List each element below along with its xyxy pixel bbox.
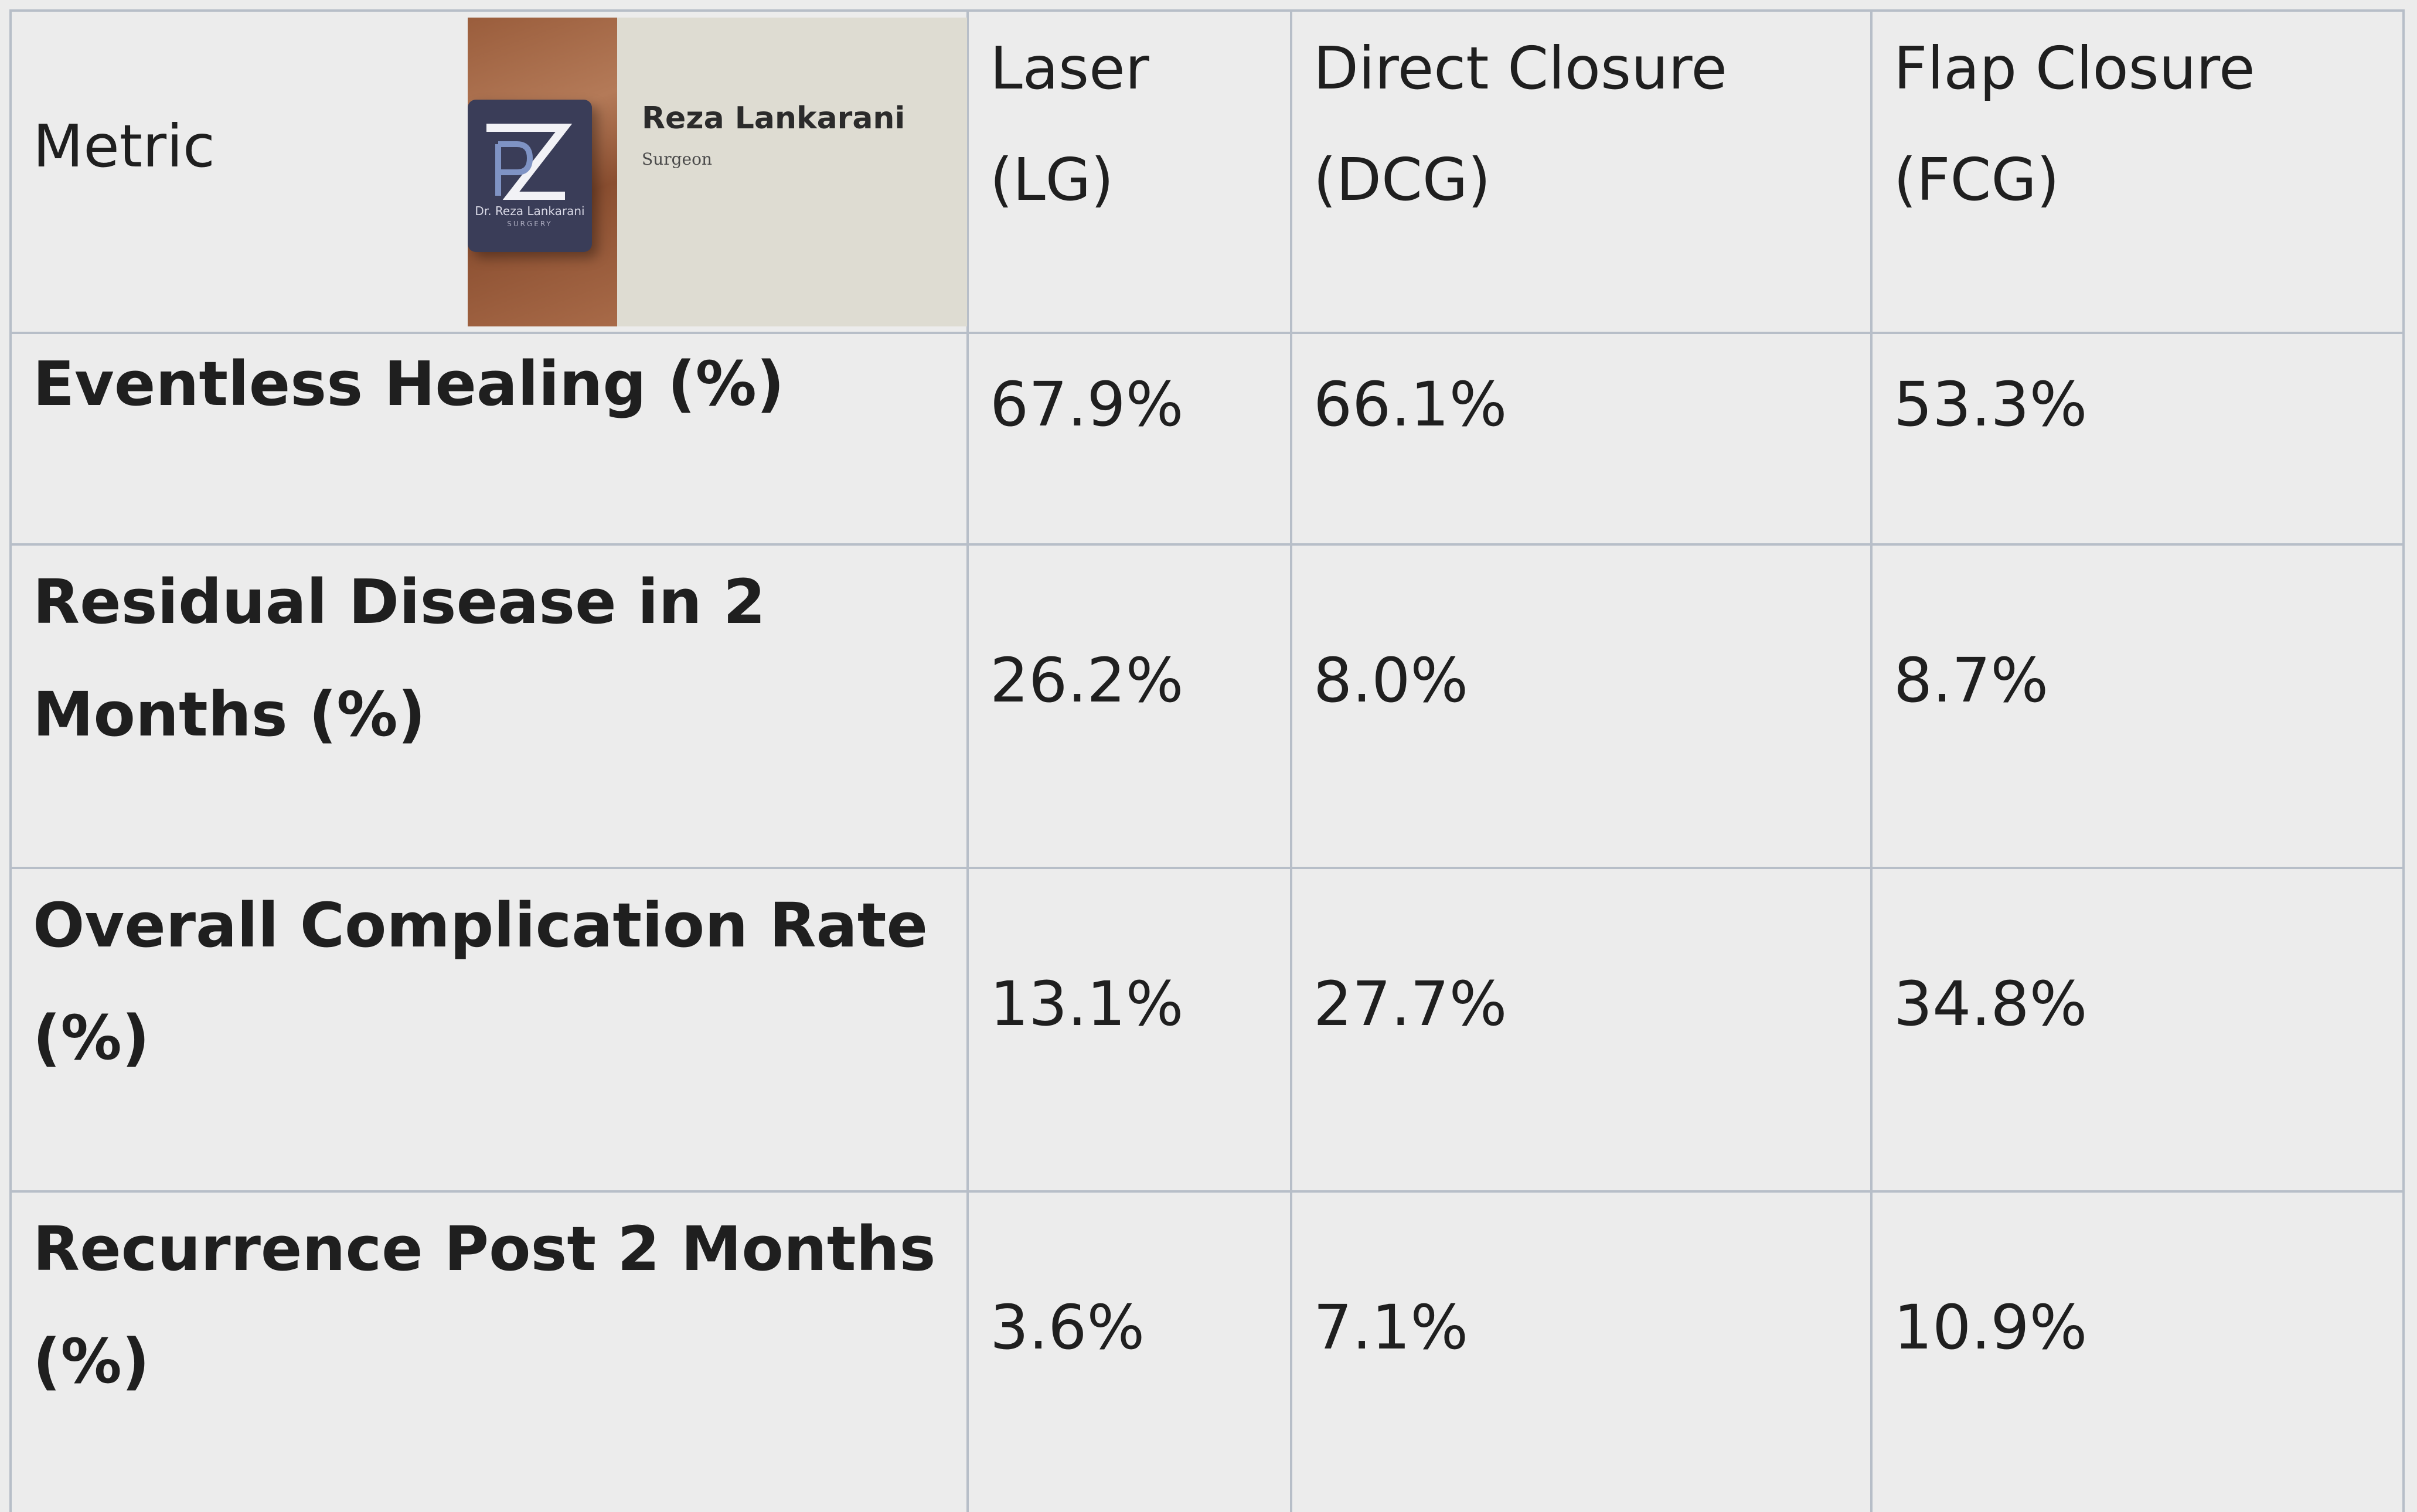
- logo-surgeon-role: Surgeon: [642, 149, 712, 169]
- logo-badge-subtext: SURGERY: [507, 220, 553, 228]
- header-flap-line1: Flap Closure: [1894, 34, 2255, 103]
- row-label-line1: Overall Complication Rate: [33, 890, 928, 961]
- value-laser: 13.1%: [990, 968, 1184, 1040]
- logo-surgeon-name: Reza Lankarani: [642, 101, 905, 136]
- value-flap: 8.7%: [1894, 645, 2049, 716]
- header-flap-line2: (FCG): [1894, 145, 2059, 214]
- row-label-line2: (%): [33, 1326, 150, 1397]
- header-laser-line2: (LG): [990, 145, 1114, 214]
- value-direct: 27.7%: [1313, 968, 1507, 1040]
- value-cell-direct: 7.1%: [1290, 1190, 1873, 1512]
- value-cell-direct: 27.7%: [1290, 867, 1873, 1193]
- table-row: Recurrence Post 2 Months (%) 3.6% 7.1% 1…: [9, 1190, 2405, 1512]
- value-cell-flap: 53.3%: [1870, 332, 2405, 546]
- header-cell-flap-closure: Flap Closure (FCG): [1870, 9, 2405, 334]
- value-cell-direct: 66.1%: [1290, 332, 1873, 546]
- value-flap: 34.8%: [1894, 968, 2088, 1040]
- value-cell-laser: 3.6%: [966, 1190, 1292, 1512]
- table-header-row: Metric Dr. Reza Lankarani SURGERY Reza L…: [9, 9, 2405, 334]
- header-cell-laser: Laser (LG): [966, 9, 1292, 334]
- value-direct: 8.0%: [1313, 645, 1469, 716]
- logo-badge-text: Dr. Reza Lankarani: [475, 204, 585, 218]
- value-cell-flap: 10.9%: [1870, 1190, 2405, 1512]
- rl-monogram-icon: [486, 124, 573, 200]
- row-label-line1: Recurrence Post 2 Months: [33, 1213, 936, 1285]
- row-label-cell: Recurrence Post 2 Months (%): [9, 1190, 969, 1512]
- row-label-cell: Overall Complication Rate (%): [9, 867, 969, 1193]
- value-cell-laser: 26.2%: [966, 543, 1292, 869]
- value-flap: 53.3%: [1894, 369, 2088, 440]
- logo-badge: Dr. Reza Lankarani SURGERY: [468, 100, 592, 252]
- header-laser-line1: Laser: [990, 34, 1149, 103]
- value-cell-flap: 34.8%: [1870, 867, 2405, 1193]
- value-direct: 66.1%: [1313, 369, 1507, 440]
- header-cell-metric: Metric Dr. Reza Lankarani SURGERY Reza L…: [9, 9, 969, 334]
- header-direct-line1: Direct Closure: [1313, 34, 1727, 103]
- row-label-line2: (%): [33, 1002, 150, 1074]
- row-label-line2: Months (%): [33, 679, 426, 750]
- value-direct: 7.1%: [1313, 1292, 1469, 1363]
- value-cell-laser: 13.1%: [966, 867, 1292, 1193]
- header-metric-label: Metric: [33, 112, 215, 181]
- row-label-cell: Eventless Healing (%): [9, 332, 969, 546]
- header-direct-line2: (DCG): [1313, 145, 1491, 214]
- row-label-cell: Residual Disease in 2 Months (%): [9, 543, 969, 869]
- value-laser: 26.2%: [990, 645, 1184, 716]
- value-cell-laser: 67.9%: [966, 332, 1292, 546]
- header-cell-direct-closure: Direct Closure (DCG): [1290, 9, 1873, 334]
- value-cell-flap: 8.7%: [1870, 543, 2405, 869]
- value-laser: 3.6%: [990, 1292, 1145, 1363]
- comparison-table: Metric Dr. Reza Lankarani SURGERY Reza L…: [9, 9, 2405, 1512]
- surgeon-logo-card: Dr. Reza Lankarani SURGERY Reza Lankaran…: [468, 18, 967, 326]
- table-row: Overall Complication Rate (%) 13.1% 27.7…: [9, 867, 2405, 1193]
- row-label-line1: Residual Disease in 2: [33, 566, 766, 638]
- value-flap: 10.9%: [1894, 1292, 2088, 1363]
- row-label: Eventless Healing (%): [33, 348, 785, 420]
- table-row: Eventless Healing (%) 67.9% 66.1% 53.3%: [9, 332, 2405, 546]
- table-row: Residual Disease in 2 Months (%) 26.2% 8…: [9, 543, 2405, 869]
- value-laser: 67.9%: [990, 369, 1184, 440]
- value-cell-direct: 8.0%: [1290, 543, 1873, 869]
